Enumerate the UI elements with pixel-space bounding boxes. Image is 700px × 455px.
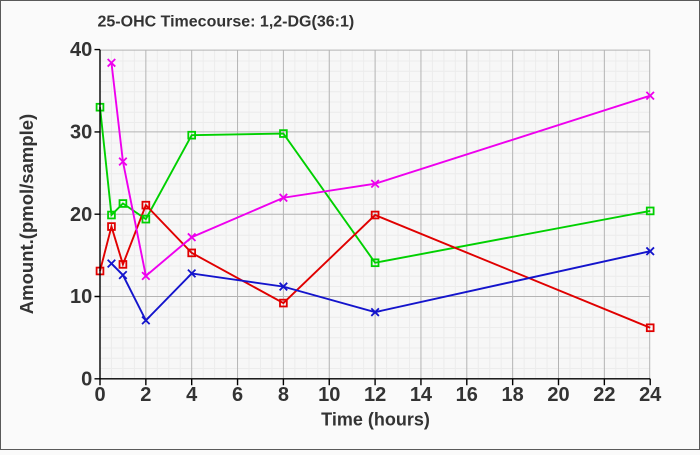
svg-text:0: 0	[94, 384, 105, 406]
svg-text:20: 20	[547, 384, 569, 406]
svg-text:8: 8	[278, 384, 289, 406]
svg-text:24: 24	[639, 384, 662, 406]
svg-text:18: 18	[502, 384, 524, 406]
svg-text:10: 10	[70, 286, 92, 308]
svg-text:10: 10	[318, 384, 340, 406]
svg-text:25-OHC Timecourse: 1,2-DG(36:1: 25-OHC Timecourse: 1,2-DG(36:1)	[98, 14, 355, 31]
svg-text:6: 6	[232, 384, 243, 406]
svg-text:30: 30	[70, 122, 92, 144]
svg-text:Time (hours): Time (hours)	[321, 410, 430, 430]
svg-text:4: 4	[186, 384, 198, 406]
svg-text:0: 0	[81, 368, 92, 390]
svg-text:22: 22	[593, 384, 615, 406]
svg-text:12: 12	[364, 384, 386, 406]
svg-text:20: 20	[70, 204, 92, 226]
svg-text:14: 14	[410, 384, 433, 406]
svg-text:2: 2	[140, 384, 151, 406]
svg-text:Amount.(pmol/sample): Amount.(pmol/sample)	[16, 114, 37, 314]
svg-text:40: 40	[70, 39, 92, 61]
svg-text:16: 16	[456, 384, 478, 406]
